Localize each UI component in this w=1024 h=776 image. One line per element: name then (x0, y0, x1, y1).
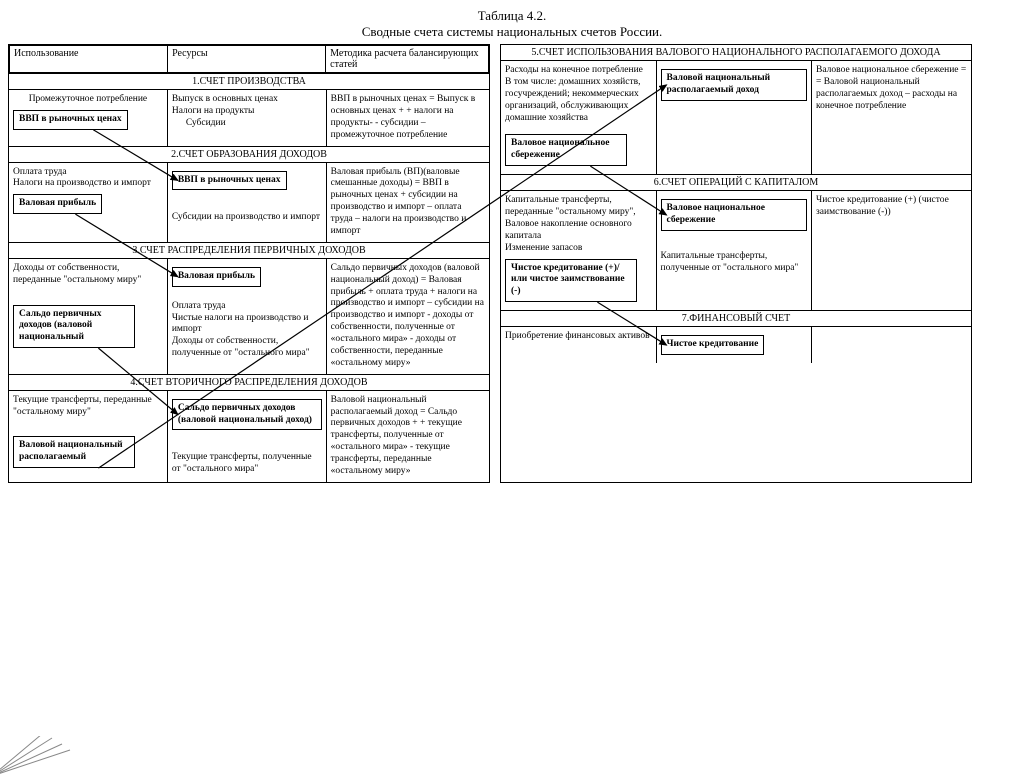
s1-c1-text: Промежуточное потребление (13, 94, 163, 106)
s5-c2-box: Валовой национальный располагаемый доход (661, 69, 808, 101)
left-column: Использование Ресурсы Методика расчета б… (8, 44, 490, 483)
s4-c2-box: Сальдо первичных доходов (валовой национ… (172, 399, 322, 431)
s5-c2: Валовой национальный располагаемый доход (657, 61, 813, 174)
s5-c1: Расходы на конечное потребление В том чи… (501, 61, 657, 174)
section-3-title: 3.СЧЕТ РАСПРЕДЕЛЕНИЯ ПЕРВИЧНЫХ ДОХОДОВ (9, 242, 489, 259)
s4-c1: Текущие трансферты, переданные "остально… (9, 391, 168, 482)
header-c1: Использование (10, 46, 168, 73)
s4-c3: Валовой национальный располагаемый доход… (327, 391, 489, 482)
table-number: Таблица 4.2. (8, 8, 1016, 24)
s5-c1-text: Расходы на конечное потребление В том чи… (505, 65, 652, 124)
s2-c2: ВВП в рыночных ценах Субсидии на произво… (168, 163, 327, 242)
section-5-title: 5.СЧЕТ ИСПОЛЬЗОВАНИЯ ВАЛОВОГО НАЦИОНАЛЬН… (501, 45, 971, 61)
s2-c1-text: Оплата труда Налоги на производство и им… (13, 167, 163, 191)
s6-c2-text: Капитальные трансферты, полученные от "о… (661, 251, 808, 275)
corner-decoration (0, 736, 72, 776)
s3-c2-box: Валовая прибыль (172, 267, 261, 287)
header-row: Использование Ресурсы Методика расчета б… (9, 45, 489, 73)
section-6-row: Капитальные трансферты, переданные "оста… (501, 191, 971, 310)
s1-c1-box: ВВП в рыночных ценах (13, 110, 128, 130)
s7-c1: Приобретение финансовых активов (501, 327, 657, 363)
s3-c1-text: Доходы от собственности, переданные "ост… (13, 263, 163, 287)
section-1-row: Промежуточное потребление ВВП в рыночных… (9, 90, 489, 146)
header-c3: Методика расчета балансирующих статей (326, 46, 489, 73)
section-2-row: Оплата труда Налоги на производство и им… (9, 163, 489, 242)
s2-c2-text: Субсидии на производство и импорт (172, 212, 322, 224)
s4-c1-text: Текущие трансферты, переданные "остально… (13, 395, 163, 419)
s4-c2-text: Текущие трансферты, полученные от "остал… (172, 452, 322, 476)
s5-c3: Валовое национальное сбережение = = Вало… (812, 61, 971, 174)
s1-c2-indent: Субсидии (186, 118, 322, 130)
section-6-title: 6.СЧЕТ ОПЕРАЦИЙ С КАПИТАЛОМ (501, 174, 971, 191)
section-3-row: Доходы от собственности, переданные "ост… (9, 259, 489, 374)
header-c2: Ресурсы (168, 46, 326, 73)
section-4-row: Текущие трансферты, переданные "остально… (9, 391, 489, 482)
right-column: 5.СЧЕТ ИСПОЛЬЗОВАНИЯ ВАЛОВОГО НАЦИОНАЛЬН… (500, 44, 972, 483)
s6-c2: Валовое национальное сбережение Капиталь… (657, 191, 813, 310)
s1-c2-text: Выпуск в основных ценах Налоги на продук… (172, 94, 322, 118)
s2-c1: Оплата труда Налоги на производство и им… (9, 163, 168, 242)
s1-c2: Выпуск в основных ценах Налоги на продук… (168, 90, 327, 146)
section-5-row: Расходы на конечное потребление В том чи… (501, 61, 971, 174)
section-7-row: Приобретение финансовых активов Чистое к… (501, 327, 971, 363)
s6-c3: Чистое кредитование (+) (чистое заимство… (812, 191, 971, 310)
s6-c1-text: Капитальные трансферты, переданные "оста… (505, 195, 652, 254)
s2-c1-box: Валовая прибыль (13, 194, 102, 214)
s1-c3: ВВП в рыночных ценах = Выпуск в основных… (327, 90, 489, 146)
s3-c2-text: Оплата труда Чистые налоги на производст… (172, 301, 322, 360)
s7-c2: Чистое кредитование (657, 327, 813, 363)
s6-c1-box: Чистое кредитование (+)/или чистое заимс… (505, 259, 637, 303)
s3-c1: Доходы от собственности, переданные "ост… (9, 259, 168, 374)
columns: Использование Ресурсы Методика расчета б… (8, 44, 1016, 483)
s1-c1: Промежуточное потребление ВВП в рыночных… (9, 90, 168, 146)
s2-c2-box: ВВП в рыночных ценах (172, 171, 287, 191)
s7-c3 (812, 327, 971, 363)
table-title: Сводные счета системы национальных счето… (8, 24, 1016, 40)
section-7-title: 7.ФИНАНСОВЫЙ СЧЕТ (501, 310, 971, 327)
s6-c1: Капитальные трансферты, переданные "оста… (501, 191, 657, 310)
s3-c2: Валовая прибыль Оплата труда Чистые нало… (168, 259, 327, 374)
s6-c2-box: Валовое национальное сбережение (661, 199, 808, 231)
section-1-title: 1.СЧЕТ ПРОИЗВОДСТВА (9, 73, 489, 90)
s4-c2: Сальдо первичных доходов (валовой национ… (168, 391, 327, 482)
title-block: Таблица 4.2. Сводные счета системы нацио… (8, 8, 1016, 40)
s4-c1-box: Валовой национальный располагаемый (13, 436, 135, 468)
s2-c3: Валовая прибыль (ВП)(валовые смешанные д… (327, 163, 489, 242)
s5-c1-box: Валовое национальное сбережение (505, 134, 627, 166)
s3-c3: Сальдо первичных доходов (валовой национ… (327, 259, 489, 374)
s7-c2-box: Чистое кредитование (661, 335, 765, 355)
section-2-title: 2.СЧЕТ ОБРАЗОВАНИЯ ДОХОДОВ (9, 146, 489, 163)
s3-c1-box: Сальдо первичных доходов (валовой национ… (13, 305, 135, 349)
section-4-title: 4.СЧЕТ ВТОРИЧНОГО РАСПРЕДЕЛЕНИЯ ДОХОДОВ (9, 374, 489, 391)
